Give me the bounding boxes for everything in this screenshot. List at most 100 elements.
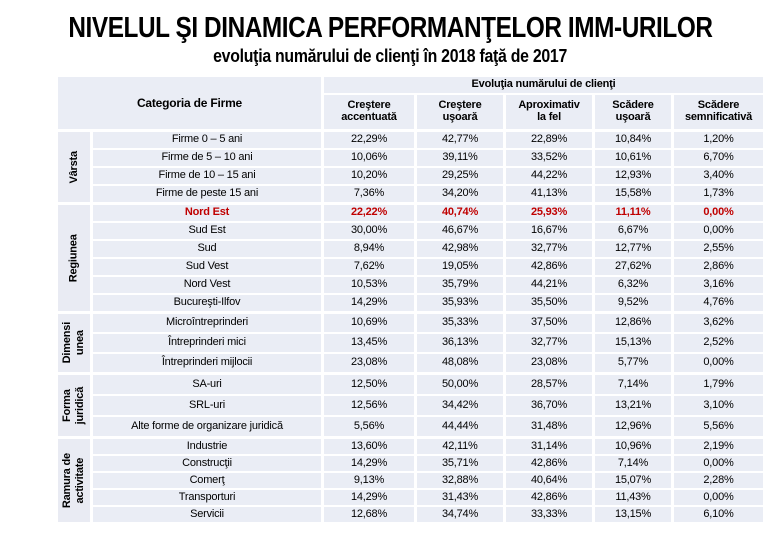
value-cell: 1,79% — [674, 375, 763, 394]
category-cell: Nord Est — [93, 205, 321, 221]
value-cell: 15,58% — [595, 186, 671, 202]
value-cell: 12,77% — [595, 241, 671, 257]
value-cell: 42,86% — [506, 259, 592, 275]
value-cell: 13,15% — [595, 507, 671, 522]
value-cell: 1,73% — [674, 186, 763, 202]
value-cell: 12,96% — [595, 417, 671, 436]
value-cell: 34,74% — [417, 507, 503, 522]
category-cell: Sud — [93, 241, 321, 257]
value-cell: 33,33% — [506, 507, 592, 522]
value-cell: 30,00% — [324, 223, 414, 239]
value-cell: 33,52% — [506, 150, 592, 166]
value-cell: 42,77% — [417, 132, 503, 148]
value-cell: 42,11% — [417, 439, 503, 454]
value-cell: 3,62% — [674, 314, 763, 332]
column-header-3: Scădere uşoară — [595, 95, 671, 129]
value-cell: 36,70% — [506, 396, 592, 415]
value-cell: 5,56% — [674, 417, 763, 436]
value-cell: 15,13% — [595, 334, 671, 352]
group-label: Regiunea — [58, 205, 90, 311]
value-cell: 11,11% — [595, 205, 671, 221]
value-cell: 31,43% — [417, 490, 503, 505]
value-cell: 27,62% — [595, 259, 671, 275]
value-cell: 5,56% — [324, 417, 414, 436]
value-cell: 10,06% — [324, 150, 414, 166]
value-cell: 2,28% — [674, 473, 763, 488]
category-cell: Întreprinderi mijlocii — [93, 354, 321, 372]
column-header-1: Creştere uşoară — [417, 95, 503, 129]
value-cell: 22,89% — [506, 132, 592, 148]
value-cell: 35,79% — [417, 277, 503, 293]
table-group-4: Ramura de activitate Industrie 13,60% 42,11%… — [58, 439, 763, 522]
value-cell: 7,62% — [324, 259, 414, 275]
category-cell: Transporturi — [93, 490, 321, 505]
table-group-0: Vârsta Firme 0 – 5 ani 22,29% 42,77% 22,89% 1… — [58, 132, 763, 202]
value-cell: 34,42% — [417, 396, 503, 415]
value-cell: 50,00% — [417, 375, 503, 394]
value-cell: 10,96% — [595, 439, 671, 454]
value-cell: 2,19% — [674, 439, 763, 454]
value-cell: 35,33% — [417, 314, 503, 332]
value-cell: 44,22% — [506, 168, 592, 184]
value-cell: 8,94% — [324, 241, 414, 257]
value-cell: 42,86% — [506, 456, 592, 471]
value-cell: 3,10% — [674, 396, 763, 415]
category-cell: SRL-uri — [93, 396, 321, 415]
value-cell: 11,43% — [595, 490, 671, 505]
category-cell: Firme 0 – 5 ani — [93, 132, 321, 148]
group-label: Ramura de activitate — [58, 439, 90, 522]
group-label: Dimensi unea — [58, 314, 90, 372]
category-cell: Servicii — [93, 507, 321, 522]
page-title: NIVELUL ŞI DINAMICA PERFORMANŢELOR IMM-U… — [67, 12, 713, 44]
value-cell: 48,08% — [417, 354, 503, 372]
value-cell: 5,77% — [595, 354, 671, 372]
value-cell: 29,25% — [417, 168, 503, 184]
table-group-3: Forma juridică SA-uri 12,50% 50,00% 28,57% 7,1… — [58, 375, 763, 436]
value-cell: 6,32% — [595, 277, 671, 293]
value-cell: 10,84% — [595, 132, 671, 148]
column-header-2: Aproximativ la fel — [506, 95, 592, 129]
value-cell: 46,67% — [417, 223, 503, 239]
category-cell: Sud Vest — [93, 259, 321, 275]
category-cell: Firme de 5 – 10 ani — [93, 150, 321, 166]
value-cell: 34,20% — [417, 186, 503, 202]
value-cell: 15,07% — [595, 473, 671, 488]
value-cell: 6,10% — [674, 507, 763, 522]
category-cell: Nord Vest — [93, 277, 321, 293]
value-cell: 14,29% — [324, 456, 414, 471]
title-block: NIVELUL ŞI DINAMICA PERFORMANŢELOR IMM-U… — [0, 0, 780, 67]
value-cell: 12,50% — [324, 375, 414, 394]
value-cell: 12,56% — [324, 396, 414, 415]
value-cell: 2,86% — [674, 259, 763, 275]
value-cell: 40,74% — [417, 205, 503, 221]
value-cell: 37,50% — [506, 314, 592, 332]
value-cell: 14,29% — [324, 490, 414, 505]
group-label: Forma juridică — [58, 375, 90, 436]
value-cell: 40,64% — [506, 473, 592, 488]
table-group-2: Dimensi unea Microîntreprinderi 10,69% 35,33… — [58, 314, 763, 372]
value-cell: 32,77% — [506, 241, 592, 257]
value-cell: 19,05% — [417, 259, 503, 275]
category-cell: Bucureşti-Ilfov — [93, 295, 321, 311]
performance-table: Categoria de Firme Evoluţia numărului de… — [58, 77, 763, 522]
table-group-1: Regiunea Nord Est 22,22% 40,74% 25,93% 11,11%… — [58, 205, 763, 311]
value-cell: 13,21% — [595, 396, 671, 415]
category-cell: Firme de 10 – 15 ani — [93, 168, 321, 184]
value-cell: 31,14% — [506, 439, 592, 454]
value-cell: 42,86% — [506, 490, 592, 505]
value-cell: 12,93% — [595, 168, 671, 184]
category-column-header: Categoria de Firme — [58, 77, 321, 129]
value-cell: 3,16% — [674, 277, 763, 293]
column-header-0: Creştere accentuată — [324, 95, 414, 129]
value-cell: 14,29% — [324, 295, 414, 311]
table-header: Categoria de Firme Evoluţia numărului de… — [58, 77, 763, 129]
group-column-header: Evoluţia numărului de clienţi — [324, 77, 763, 93]
value-cell: 32,77% — [506, 334, 592, 352]
value-cell: 6,70% — [674, 150, 763, 166]
value-cell: 0,00% — [674, 456, 763, 471]
value-cell: 42,98% — [417, 241, 503, 257]
value-cell: 10,69% — [324, 314, 414, 332]
value-cell: 12,86% — [595, 314, 671, 332]
value-cell: 23,08% — [324, 354, 414, 372]
